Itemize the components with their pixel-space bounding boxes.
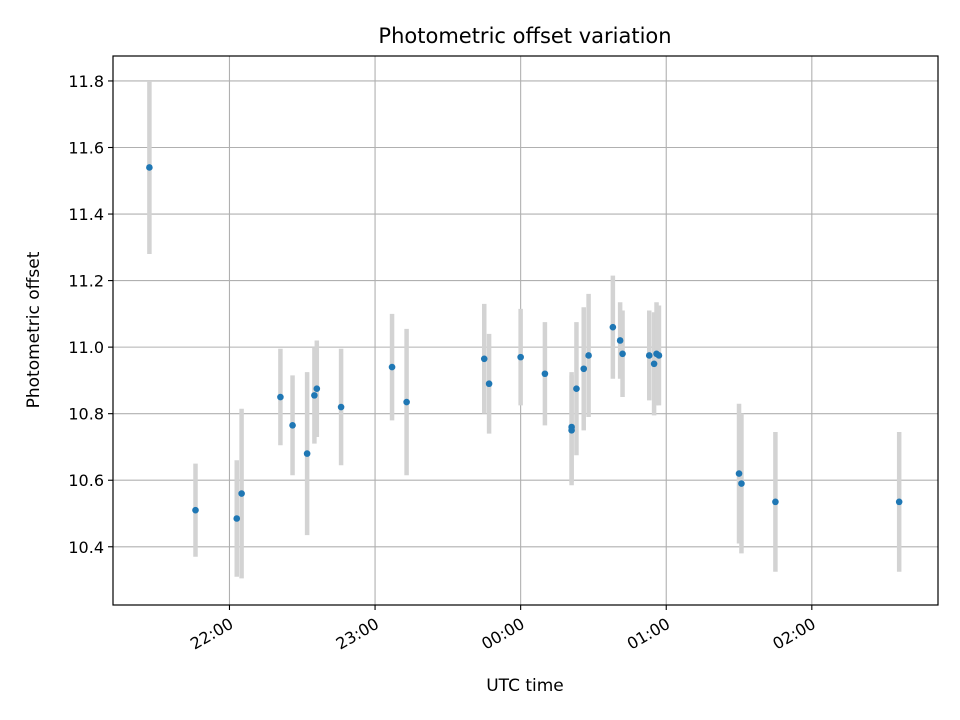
- data-point: [517, 353, 524, 361]
- data-point: [313, 385, 321, 393]
- data-point: [238, 490, 245, 497]
- y-tick-label: 11.6: [68, 139, 104, 158]
- data-point: [655, 352, 663, 359]
- data-point: [337, 403, 345, 411]
- data-point: [735, 470, 743, 477]
- data-point: [619, 350, 626, 358]
- x-tick-label: 23:00: [333, 614, 382, 654]
- y-tick-label: 10.6: [68, 471, 104, 490]
- y-tick-label: 11.0: [68, 338, 104, 357]
- y-tick-label: 11.2: [68, 272, 104, 291]
- data-point: [403, 398, 410, 406]
- y-tick-label: 10.8: [68, 405, 104, 424]
- data-point: [485, 380, 493, 388]
- data-point: [480, 355, 488, 363]
- data-point: [609, 323, 617, 331]
- data-point: [388, 363, 396, 371]
- data-points: [146, 164, 903, 522]
- data-point: [289, 422, 296, 429]
- x-tick-label: 02:00: [769, 614, 818, 654]
- x-axis-label: UTC time: [486, 676, 564, 696]
- x-tick-label: 22:00: [187, 614, 236, 654]
- plot-frame: [112, 55, 939, 606]
- data-point: [738, 480, 745, 487]
- x-tick-label: 01:00: [624, 614, 673, 654]
- data-point: [650, 360, 658, 368]
- data-point: [311, 392, 318, 399]
- y-tick-label: 10.4: [68, 538, 104, 557]
- data-point: [192, 506, 199, 514]
- grid: [113, 56, 938, 605]
- data-point: [573, 385, 580, 393]
- x-axis: 22:00 23:00 00:00 01:00 02:00: [187, 605, 819, 654]
- y-tick-label: 11.8: [68, 72, 104, 91]
- data-point: [895, 498, 903, 506]
- chart-title: Photometric offset variation: [378, 24, 671, 48]
- data-point: [580, 365, 588, 373]
- data-point: [568, 427, 575, 434]
- data-point: [616, 337, 624, 344]
- error-bars: [147, 80, 902, 579]
- data-point: [277, 393, 284, 401]
- data-point: [146, 164, 153, 171]
- data-point: [233, 515, 241, 522]
- x-tick-label: 00:00: [478, 614, 527, 654]
- y-tick-label: 11.4: [68, 205, 104, 224]
- data-point: [585, 352, 592, 359]
- y-axis: 10.4 10.6 10.8 11.0 11.2 11.4 11.6 11.8: [68, 72, 113, 557]
- data-point: [772, 498, 779, 506]
- data-point: [303, 450, 311, 457]
- data-point: [541, 370, 549, 378]
- y-axis-label: Photometric offset: [24, 251, 44, 408]
- data-point: [645, 352, 653, 359]
